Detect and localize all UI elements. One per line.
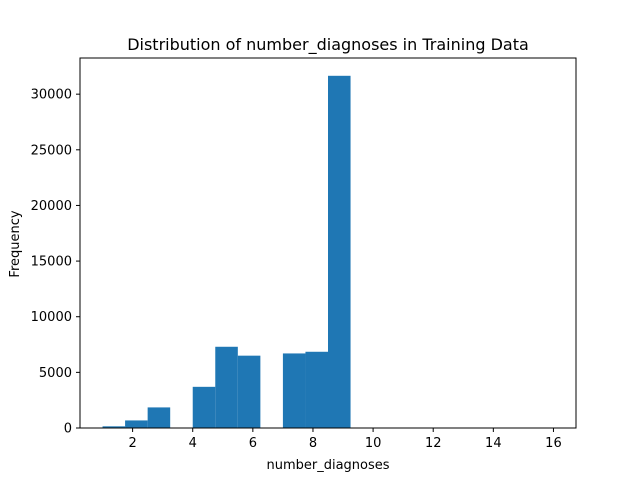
histogram-bar-6: [237, 355, 261, 428]
axes-frame: [79, 57, 577, 429]
histogram-bar-2: [147, 407, 171, 428]
bars-layer: [102, 75, 554, 429]
histogram-bar-4: [192, 386, 216, 428]
histogram-bar-9: [305, 351, 328, 428]
x-tick-label: 12: [425, 436, 442, 451]
y-tick-label: 30000: [31, 88, 72, 103]
histogram-bar-5: [215, 346, 238, 428]
histogram-bar-0: [102, 426, 126, 428]
y-tick-label: 25000: [31, 143, 72, 158]
x-tick-label: 4: [189, 436, 197, 451]
y-tick-label: 20000: [31, 199, 72, 214]
x-tick-label: 14: [485, 436, 502, 451]
x-tick-label: 8: [309, 436, 317, 451]
y-axis-title: Frequency: [8, 210, 23, 277]
x-tick-label: 6: [249, 436, 257, 451]
axes-layer: [79, 57, 577, 429]
ticks-layer: 2 4 6 8 10 12 14 16 0 5000 10000 15000 20000 25000 300…: [31, 88, 562, 451]
x-tick-label: 16: [545, 436, 562, 451]
histogram-bar-10: [328, 75, 351, 429]
y-tick-label: 10000: [31, 310, 72, 325]
y-tick-label: 15000: [31, 255, 72, 270]
histogram-bar-8: [282, 353, 306, 428]
x-tick-label: 10: [365, 436, 382, 451]
x-axis-title: number_diagnoses: [266, 458, 389, 473]
y-tick-label: 5000: [39, 366, 72, 381]
chart-title: Distribution of number_diagnoses in Trai…: [127, 35, 529, 55]
y-tick-label: 0: [64, 422, 72, 437]
histogram-bar-1: [125, 420, 148, 428]
x-tick-label: 2: [128, 436, 136, 451]
